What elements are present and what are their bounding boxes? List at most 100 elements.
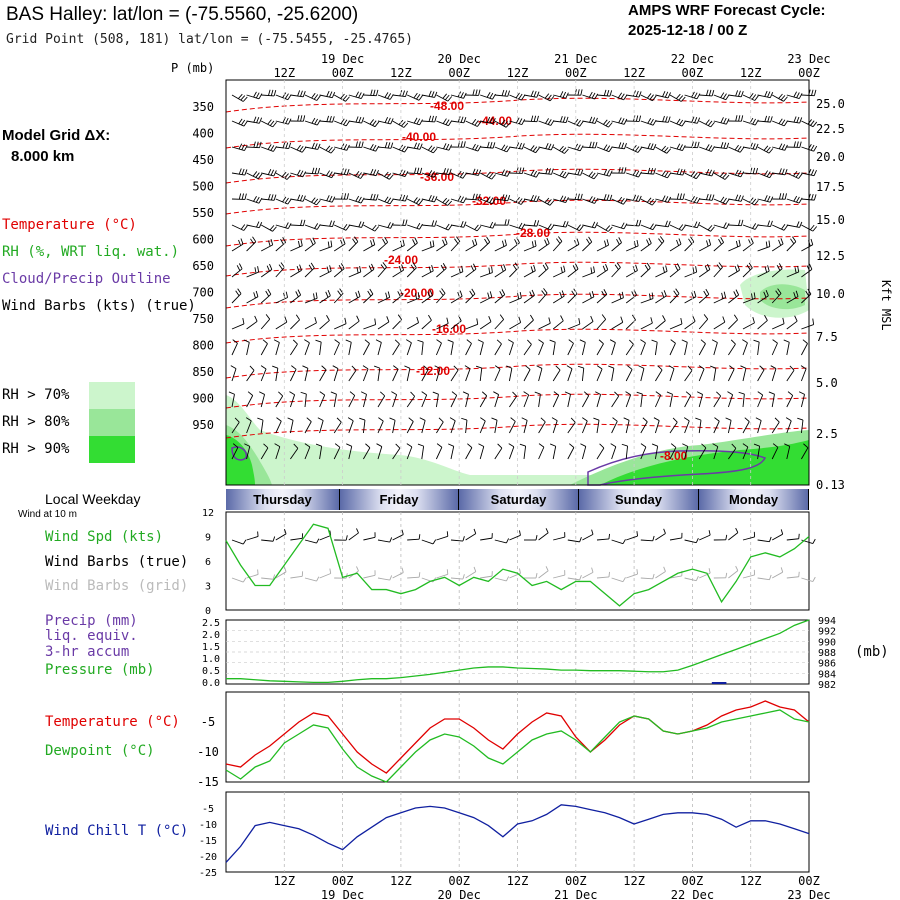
xs-wind-barb <box>465 443 473 460</box>
xs-wind-barb <box>626 169 642 178</box>
wind-ytick: 12 <box>202 508 214 519</box>
xs-wind-barb <box>450 391 458 408</box>
xs-wind-barb <box>596 443 605 460</box>
xs-wind-barb <box>245 417 252 434</box>
xs-wind-barb <box>494 144 511 153</box>
xs-wind-barb <box>538 237 550 252</box>
wind-barb-true <box>567 537 582 543</box>
height-tick: 20.0 <box>816 150 845 164</box>
xs-wind-barb <box>257 417 264 434</box>
xs-wind-barb <box>772 317 785 330</box>
temperature-panel: -5 -10 -15 <box>197 691 810 789</box>
xs-wind-barb <box>582 221 598 229</box>
xs-wind-barb <box>553 170 569 179</box>
xs-wind-barb <box>450 116 467 124</box>
precip-ytick: 0.5 <box>202 666 220 677</box>
wind-chill-label: Wind Chill T (°C) <box>45 823 189 839</box>
wind-barb-true <box>538 528 549 541</box>
wind-barb-true <box>596 533 610 541</box>
xs-wind-barb <box>465 288 476 304</box>
temp-contour-label: -12.00 <box>416 364 450 378</box>
xs-wind-barb <box>549 443 557 460</box>
xs-wind-barb <box>348 195 365 204</box>
top-hour-label: 12Z <box>623 66 645 80</box>
cross-section-wind-barbs <box>228 89 818 460</box>
xs-wind-barb <box>509 316 522 330</box>
top-hour-label: 00Z <box>448 66 470 80</box>
temperature-label: Temperature (°C) <box>45 714 180 730</box>
wind-ytick: 0 <box>205 606 211 617</box>
xs-wind-barb <box>523 115 539 123</box>
bottom-date-label: 21 Dec <box>554 888 597 900</box>
xs-wind-barb <box>407 142 423 150</box>
xs-wind-barb <box>260 365 267 382</box>
wind-barb-true <box>494 538 510 544</box>
xs-wind-barb <box>742 339 748 356</box>
xs-wind-barb <box>231 443 239 460</box>
wind-barb-true <box>421 539 437 545</box>
xs-wind-barb <box>421 115 437 123</box>
temp-contour-label: -28.00 <box>516 226 550 240</box>
xs-wind-barb <box>406 391 416 408</box>
xs-wind-barb <box>494 219 510 226</box>
legend-cloud: Cloud/Precip Outline <box>2 271 171 287</box>
xs-wind-barb <box>392 169 409 178</box>
xs-wind-barb <box>450 91 467 99</box>
xs-wind-barb <box>738 391 745 408</box>
xs-wind-barb <box>480 116 496 125</box>
wind-barb-true <box>757 536 772 543</box>
legend-temperature: Temperature (°C) <box>2 217 137 233</box>
xs-wind-barb <box>698 239 712 252</box>
xs-wind-barb <box>347 417 354 434</box>
xs-wind-barb <box>783 339 790 356</box>
wind-barb-true <box>655 528 666 541</box>
xs-wind-barb <box>304 167 321 175</box>
windchill-ytick: -10 <box>199 820 217 831</box>
xs-wind-barb <box>231 263 243 278</box>
xs-wind-barb <box>684 365 693 382</box>
xs-wind-barb <box>666 391 673 408</box>
xs-wind-barb <box>552 145 569 154</box>
precip-ytick: 2.0 <box>202 630 220 641</box>
xs-wind-barb <box>348 170 365 179</box>
pressure-tick: 450 <box>192 153 214 167</box>
xs-wind-barb <box>611 237 622 252</box>
xs-wind-barb <box>377 141 394 149</box>
wind-barb-grid <box>567 575 582 581</box>
xs-wind-barb <box>655 365 663 382</box>
height-axis: 25.0 22.5 20.0 17.5 15.0 12.5 10.0 7.5 5.0 2.5 0.1… <box>816 97 845 492</box>
pressure-tick: 700 <box>192 286 214 300</box>
xs-wind-barb <box>771 93 788 102</box>
xs-wind-barb <box>275 171 292 180</box>
xs-wind-barb <box>786 116 803 124</box>
wind-barb-grid <box>684 575 699 582</box>
wind-barb-true <box>465 528 477 541</box>
xs-wind-barb <box>768 391 775 408</box>
wind-barb-true <box>231 539 247 545</box>
xs-wind-barb <box>742 92 759 101</box>
cycle-label: AMPS WRF Forecast Cycle: <box>628 2 826 19</box>
xs-wind-barb <box>461 417 468 434</box>
p-mb-label: P (mb) <box>171 61 214 75</box>
xs-wind-barb <box>611 291 624 304</box>
xs-wind-barb <box>728 115 744 122</box>
xs-wind-barb <box>319 240 333 252</box>
xs-wind-barb <box>567 263 579 278</box>
xs-wind-barb <box>699 193 715 201</box>
xs-wind-barb <box>509 196 526 205</box>
xs-wind-barb <box>480 196 496 205</box>
xs-wind-barb <box>359 417 366 434</box>
wind-barb-true <box>436 531 449 541</box>
weekday-sunday: Sunday <box>579 489 699 510</box>
xs-wind-barb <box>596 289 608 304</box>
xs-wind-barb <box>315 443 323 460</box>
xs-wind-barb <box>538 197 555 206</box>
xs-wind-barb <box>538 417 546 434</box>
xs-wind-barb <box>727 365 735 382</box>
xs-wind-barb <box>421 365 429 382</box>
xs-wind-barb <box>319 365 327 382</box>
xs-wind-barb <box>669 93 686 102</box>
xs-wind-barb <box>742 262 753 278</box>
top-hour-label: 12Z <box>273 66 295 80</box>
